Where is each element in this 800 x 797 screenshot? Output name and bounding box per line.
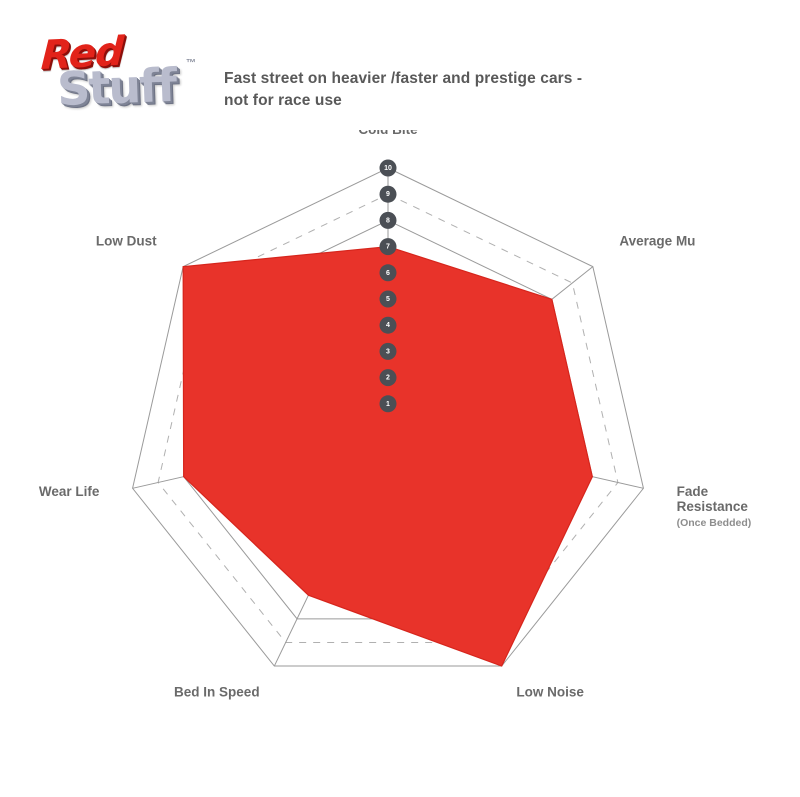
scale-tick-circle	[379, 185, 397, 203]
scale-tick-value: 5	[386, 296, 390, 303]
axis-label-line: Resistance	[677, 499, 749, 514]
redstuff-logo: Red Stuff ™	[36, 29, 206, 136]
axis-label-bed-in-speed: Bed In Speed	[174, 685, 260, 700]
axis-label-line: Bed In Speed	[174, 685, 260, 700]
scale-tick-value: 4	[386, 322, 390, 329]
radar-chart-svg: 1 2 3 4 5 6 7 8 9 10 Cold Bite Average Mu FadeResis…	[39, 130, 751, 700]
scale-tick-badge: 3	[379, 342, 397, 360]
scale-tick-circle	[379, 211, 397, 229]
axis-label-cold-bite: Cold Bite	[358, 130, 418, 137]
scale-tick-badge: 2	[379, 369, 397, 387]
header-caption: Fast street on heavier /faster and prest…	[224, 68, 684, 113]
header-caption-line1: Fast street on heavier /faster and prest…	[224, 70, 583, 87]
scale-tick-badge: 9	[379, 185, 397, 203]
axis-label-low-noise: Low Noise	[516, 685, 584, 700]
scale-tick-circle	[379, 264, 397, 282]
scale-tick-value: 8	[386, 217, 390, 224]
axis-label-line: (Once Bedded)	[677, 517, 752, 529]
scale-tick-circle	[379, 395, 397, 413]
radar-chart: 1 2 3 4 5 6 7 8 9 10 Cold Bite Average Mu FadeResis…	[0, 130, 800, 790]
scale-tick-badge: 4	[379, 316, 397, 334]
axis-label-fade-resistance: Fade Resistance (Once Bedded)	[677, 484, 752, 529]
scale-tick-value: 9	[386, 191, 390, 198]
scale-tick-value: 3	[386, 348, 390, 355]
axis-label-line: Low Noise	[516, 685, 584, 700]
scale-tick-circle	[379, 290, 397, 308]
scale-tick-badge: 6	[379, 264, 397, 282]
scale-tick-value: 1	[386, 401, 390, 408]
scale-tick-circle	[379, 369, 397, 387]
axis-label-low-dust: Low Dust	[96, 233, 157, 248]
grid-ring	[132, 167, 644, 667]
header-caption-line2: not for race use	[224, 92, 342, 110]
axis-label-line: Average Mu	[619, 233, 695, 248]
scale-tick-badges: 1 2 3 4 5 6 7 8 9 10	[379, 159, 397, 413]
logo-word-stuff: Stuff	[56, 57, 176, 116]
scale-tick-value: 2	[386, 375, 390, 382]
axis-label-line: Low Dust	[96, 233, 157, 248]
scale-tick-circle	[379, 159, 397, 177]
scale-tick-value: 10	[384, 165, 392, 172]
scale-tick-badge: 8	[379, 211, 397, 229]
axis-label-line: Fade	[677, 484, 709, 499]
series-polygon	[182, 245, 593, 667]
scale-tick-badge: 1	[379, 395, 397, 413]
axis-label-line: Cold Bite	[358, 130, 418, 137]
series-polygon-layer	[182, 245, 593, 667]
trademark-symbol: ™	[186, 58, 196, 69]
scale-tick-value: 6	[386, 270, 390, 277]
axis-label-wear-life: Wear Life	[39, 484, 100, 499]
scale-tick-value: 7	[386, 244, 390, 251]
scale-tick-badge: 10	[379, 159, 397, 177]
scale-tick-circle	[379, 316, 397, 334]
scale-tick-badge: 5	[379, 290, 397, 308]
scale-tick-circle	[379, 238, 397, 256]
scale-tick-badge: 7	[379, 238, 397, 256]
axis-label-line: Wear Life	[39, 484, 100, 499]
axis-label-average-mu: Average Mu	[619, 233, 695, 248]
scale-tick-circle	[379, 342, 397, 360]
